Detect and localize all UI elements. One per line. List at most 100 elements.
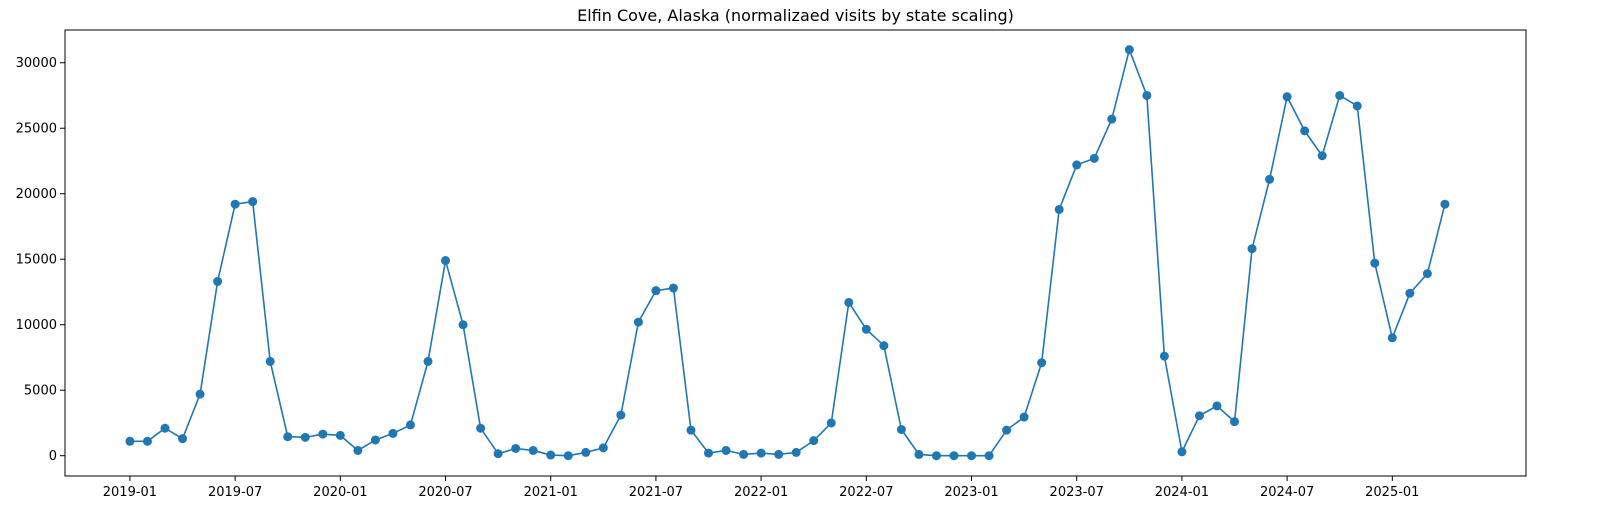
data-point — [458, 320, 468, 330]
data-point — [791, 447, 801, 457]
data-point — [1352, 101, 1362, 111]
x-tick-label: 2024-07 — [1260, 485, 1314, 500]
data-point — [739, 449, 749, 459]
data-point — [1072, 160, 1082, 170]
data-point — [1054, 204, 1064, 214]
y-tick-label: 15000 — [16, 253, 57, 268]
data-point — [1370, 258, 1380, 268]
data-point — [1002, 425, 1012, 435]
x-tick-label: 2021-07 — [629, 485, 683, 500]
data-point — [1194, 411, 1204, 421]
data-point — [1422, 269, 1432, 279]
data-point — [914, 449, 924, 459]
data-point — [668, 283, 678, 293]
data-point — [546, 450, 556, 460]
y-tick-label: 10000 — [16, 318, 57, 333]
data-point — [125, 436, 135, 446]
data-point — [1037, 358, 1047, 368]
data-point — [1142, 90, 1152, 100]
data-point — [1317, 151, 1327, 161]
data-point — [441, 256, 451, 266]
data-point — [931, 451, 941, 461]
data-point — [1300, 126, 1310, 136]
y-tick-label: 0 — [49, 449, 57, 464]
data-point — [861, 324, 871, 334]
data-point — [721, 445, 731, 455]
axes-frame — [64, 29, 1527, 477]
x-tick-label: 2022-01 — [734, 485, 788, 500]
data-point — [1089, 153, 1099, 163]
data-point — [949, 451, 959, 461]
data-point — [178, 434, 188, 444]
data-point — [230, 199, 240, 209]
data-point — [528, 445, 538, 455]
data-point — [1230, 417, 1240, 427]
data-point — [405, 420, 415, 430]
x-tick-label: 2024-01 — [1155, 485, 1209, 500]
y-tick-label: 25000 — [16, 122, 57, 137]
x-tick-label: 2019-01 — [103, 485, 157, 500]
data-point — [704, 448, 714, 458]
data-point — [1019, 412, 1029, 422]
data-point — [581, 447, 591, 457]
data-point — [1212, 401, 1222, 411]
data-point — [335, 430, 345, 440]
data-point — [826, 418, 836, 428]
data-point — [967, 451, 977, 461]
x-tick-label: 2023-01 — [944, 485, 998, 500]
data-point — [774, 449, 784, 459]
x-tick-label: 2019-07 — [208, 485, 262, 500]
data-point — [248, 197, 258, 207]
data-point — [616, 410, 626, 420]
x-tick-label: 2020-07 — [418, 485, 472, 500]
data-point — [633, 317, 643, 327]
data-point — [160, 423, 170, 433]
data-point — [844, 297, 854, 307]
data-point — [1247, 244, 1257, 254]
data-point — [598, 443, 608, 453]
data-point — [265, 356, 275, 366]
data-point — [1265, 174, 1275, 184]
data-point — [353, 445, 363, 455]
x-tick-label: 2023-07 — [1050, 485, 1104, 500]
x-tick-label: 2021-01 — [524, 485, 578, 500]
data-point — [493, 449, 503, 459]
data-point — [283, 432, 293, 442]
data-point — [984, 451, 994, 461]
data-point — [195, 389, 205, 399]
data-point — [511, 443, 521, 453]
y-tick-label: 30000 — [16, 56, 57, 71]
data-point — [879, 341, 889, 351]
data-point — [1387, 333, 1397, 343]
x-tick-label: 2025-01 — [1365, 485, 1419, 500]
y-axis: 0 5000 10000 15000 20000 25000 30000 — [16, 56, 65, 464]
x-tick-label: 2020-01 — [313, 485, 367, 500]
data-point — [213, 276, 223, 286]
data-point — [300, 432, 310, 442]
data-point — [686, 425, 696, 435]
x-axis: 2019-01 2019-07 2020-01 2020-07 2021-01 2021-… — [103, 476, 1419, 500]
data-point — [896, 425, 906, 434]
data-point — [756, 448, 766, 458]
data-point — [318, 429, 328, 439]
data-point — [651, 286, 661, 296]
data-point — [1440, 199, 1450, 209]
data-point — [1405, 288, 1415, 298]
data-point — [1159, 351, 1169, 361]
x-tick-label: 2022-07 — [839, 485, 893, 500]
data-point — [142, 436, 152, 446]
data-point — [809, 436, 819, 446]
data-point — [1177, 447, 1187, 457]
series-line — [129, 48, 1446, 457]
data-point — [476, 423, 486, 433]
data-point — [423, 356, 433, 366]
data-point — [1124, 45, 1134, 55]
data-point — [1335, 90, 1345, 100]
chart-title: Elfin Cove, Alaska (normalizaed visits b… — [577, 6, 1014, 25]
data-point — [388, 428, 398, 438]
y-tick-label: 5000 — [24, 384, 57, 399]
data-point — [1107, 114, 1117, 124]
data-point — [370, 435, 380, 445]
